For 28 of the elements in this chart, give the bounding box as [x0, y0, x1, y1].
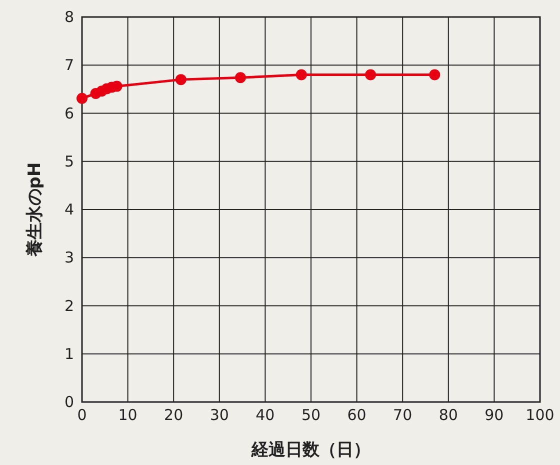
- y-axis-title: 養生水のpH: [25, 162, 45, 258]
- y-tick-label: 4: [64, 200, 74, 218]
- x-tick-label: 70: [393, 406, 412, 424]
- y-tick-label: 7: [64, 56, 74, 74]
- point: [429, 69, 440, 80]
- x-tick-label: 80: [438, 406, 458, 424]
- y-tick-label: 5: [64, 152, 74, 170]
- y-tick-label: 8: [64, 8, 74, 26]
- point: [365, 69, 376, 80]
- x-tick-label: 90: [484, 406, 504, 424]
- y-tick-label: 0: [64, 393, 74, 411]
- point: [296, 69, 307, 80]
- y-tick-label: 2: [64, 296, 74, 315]
- x-tick-label: 20: [164, 406, 184, 424]
- y-tick-label: 6: [64, 104, 74, 122]
- point: [76, 92, 88, 104]
- point: [234, 72, 246, 84]
- x-tick-label: 30: [210, 406, 229, 424]
- x-tick-label: 10: [118, 406, 138, 424]
- x-axis-title: 経過日数（日）: [250, 440, 370, 460]
- y-tick-label: 3: [64, 248, 74, 267]
- x-tick-label: 60: [347, 406, 366, 424]
- x-tick-label: 50: [301, 406, 321, 424]
- x-tick-label: 0: [77, 406, 87, 424]
- x-tick-label: 40: [256, 406, 275, 424]
- x-tick-label: 100: [526, 406, 554, 424]
- y-tick-label: 1: [64, 344, 74, 363]
- point: [175, 74, 186, 86]
